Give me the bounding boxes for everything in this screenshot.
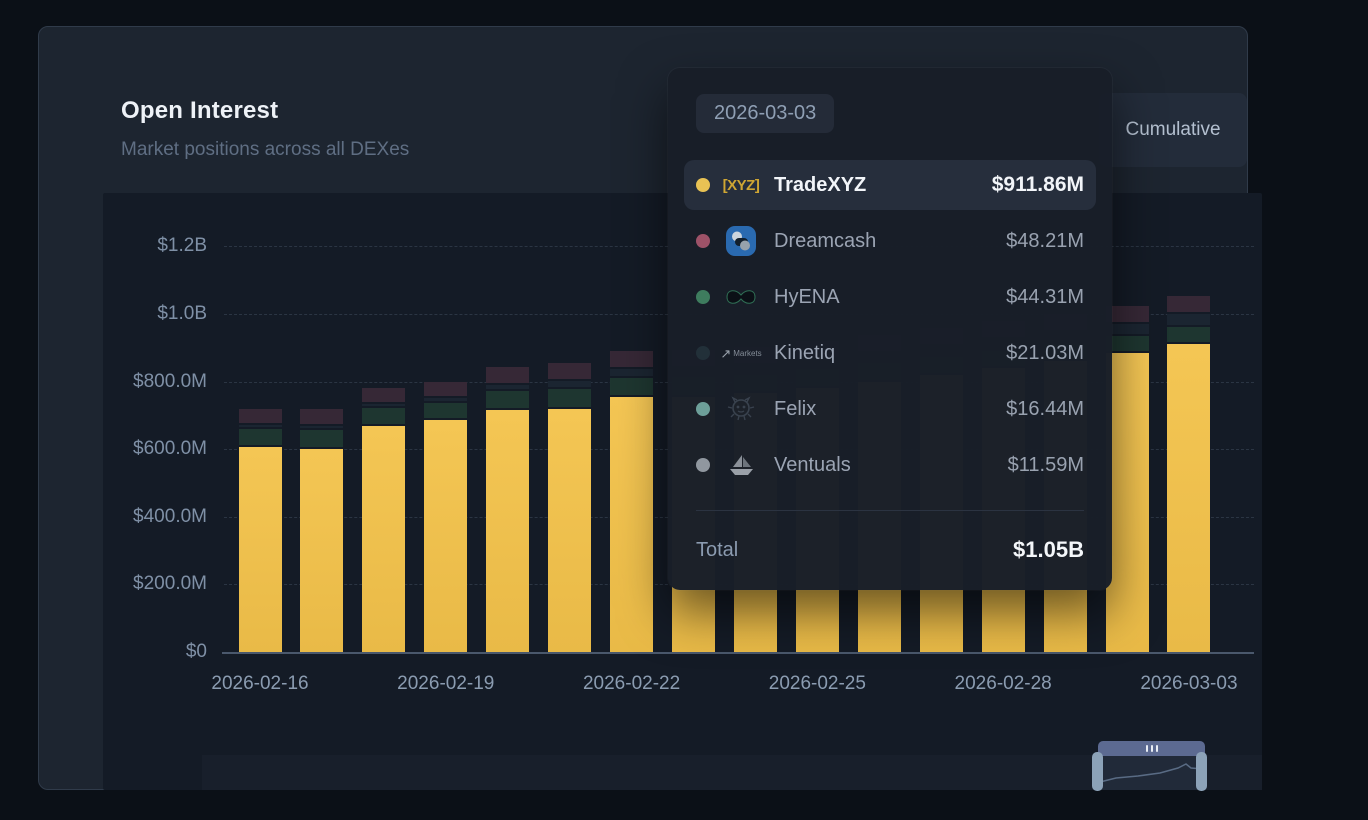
page-title: Open Interest — [121, 97, 279, 124]
series-name: Felix — [774, 397, 817, 420]
grip-icon — [1150, 745, 1153, 752]
hyena-logo-icon — [726, 290, 756, 304]
series-value: $11.59M — [1007, 453, 1084, 476]
tradexyz-logo-icon: [XYZ] — [722, 176, 760, 194]
grip-icon — [1155, 745, 1158, 752]
series-name: TradeXYZ — [774, 173, 867, 196]
tooltip-row-dreamcash: Dreamcash $48.21M — [684, 216, 1096, 266]
series-color-dot — [696, 178, 710, 192]
page-subtitle: Market positions across all DEXes — [121, 139, 410, 160]
series-color-dot — [696, 290, 710, 304]
tooltip-date-badge: 2026-03-03 — [696, 94, 835, 133]
total-label: Total — [696, 538, 739, 561]
cumulative-toggle-button[interactable]: Cumulative — [1099, 93, 1247, 167]
kinetiq-logo-icon: ↗ Markets — [720, 345, 762, 361]
tooltip-row-kinetiq: ↗ Markets Kinetiq $21.03M — [684, 328, 1096, 378]
tooltip-row-tradexyz: [XYZ] TradeXYZ $911.86M — [684, 160, 1096, 210]
series-value: $21.03M — [1006, 341, 1084, 364]
series-name: HyENA — [774, 285, 840, 308]
series-value: $44.31M — [1006, 285, 1084, 308]
series-color-dot — [696, 346, 710, 360]
tooltip-row-ventuals: Ventuals $11.59M — [684, 440, 1096, 490]
tooltip-row-hyena: HyENA $44.31M — [684, 272, 1096, 322]
series-value: $911.86M — [991, 173, 1084, 196]
series-color-dot — [696, 234, 710, 248]
total-value: $1.05B — [1013, 537, 1084, 562]
series-name: Ventuals — [774, 453, 851, 476]
dreamcash-logo-icon — [726, 226, 756, 256]
series-name: Kinetiq — [774, 341, 836, 364]
series-value: $16.44M — [1006, 397, 1084, 420]
series-color-dot — [696, 402, 710, 416]
tooltip-total-row: Total $1.05B — [696, 530, 1084, 570]
brush-sparkline — [1099, 763, 1204, 783]
brush-drag-bar[interactable] — [1098, 741, 1205, 756]
felix-logo-icon — [727, 396, 755, 421]
tooltip-row-felix: Felix $16.44M — [684, 384, 1096, 434]
series-color-dot — [696, 458, 710, 472]
chart-tooltip: 2026-03-03 [XYZ] TradeXYZ $911.86M Dream… — [668, 68, 1112, 590]
series-value: $48.21M — [1006, 229, 1084, 252]
tooltip-divider — [696, 510, 1084, 511]
brush-track[interactable] — [202, 755, 1262, 790]
brush-right-handle[interactable] — [1196, 752, 1207, 791]
brush-left-handle[interactable] — [1092, 752, 1103, 791]
ventuals-logo-icon — [730, 454, 753, 475]
grip-icon — [1145, 745, 1148, 752]
brush-selection-window[interactable] — [1098, 755, 1205, 790]
series-name: Dreamcash — [774, 229, 877, 252]
